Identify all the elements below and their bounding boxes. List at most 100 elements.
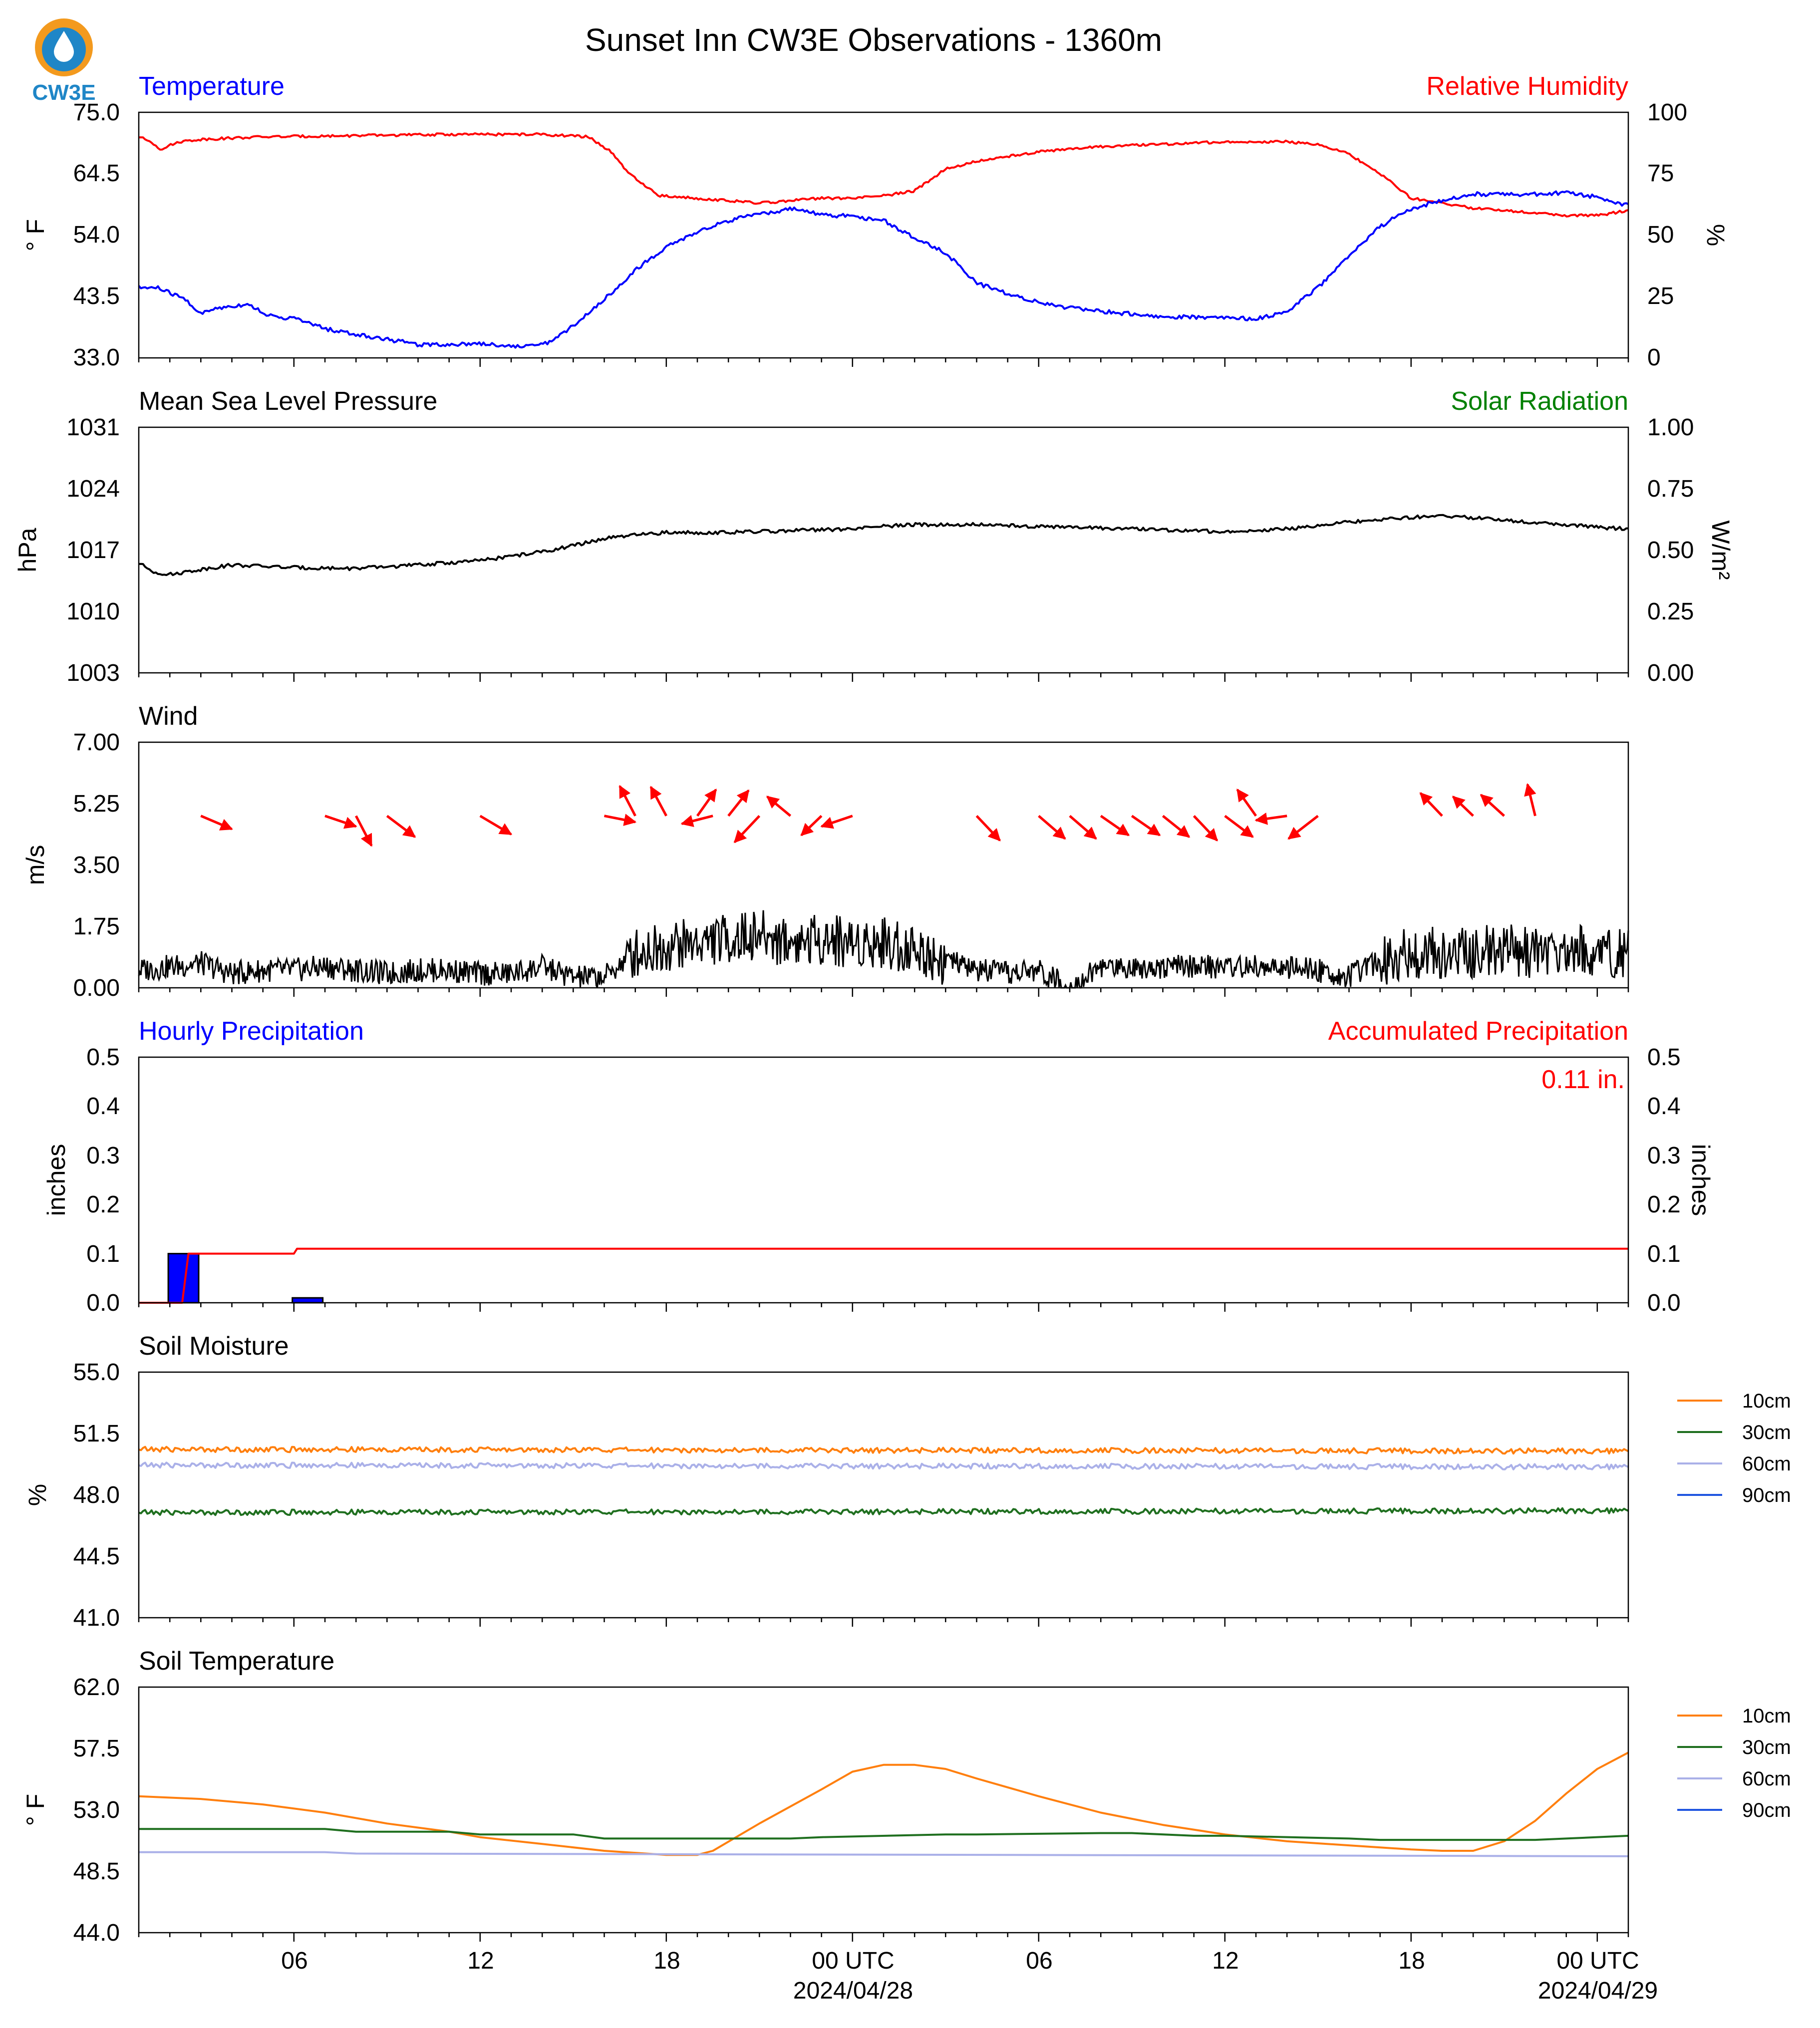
soil-moisture-tick: 41.0 — [73, 1605, 120, 1631]
soil-temp-tick: 48.5 — [73, 1858, 120, 1885]
wind-arrow — [800, 815, 823, 837]
figure-title: Sunset Inn CW3E Observations - 1360m — [585, 22, 1162, 58]
wind-arrow — [727, 789, 750, 817]
panel-pressure: Mean Sea Level Pressure Solar Radiation … — [13, 387, 1735, 686]
pressure-y-ticks: 1003 1010 1017 1024 1031 — [66, 414, 120, 686]
panel-frame — [138, 1371, 1629, 1619]
legend-label: 90cm — [1742, 1484, 1791, 1506]
precip-tick: 0.5 — [86, 1044, 120, 1071]
solar-title: Solar Radiation — [1451, 387, 1628, 416]
precip-tick: 0.2 — [86, 1191, 120, 1218]
temperature-line — [138, 190, 1629, 349]
accum-precip-unit-label: inches — [1687, 1144, 1715, 1216]
wind-tick: 5.25 — [73, 791, 120, 817]
hourly-precip-y-ticks: 0.0 0.1 0.2 0.3 0.4 0.5 — [86, 1044, 120, 1316]
soil-moisture-tick: 51.5 — [73, 1421, 120, 1447]
wind-arrow — [1452, 796, 1474, 817]
plot-area-wind — [138, 783, 1629, 989]
wind-arrow — [479, 815, 513, 836]
wind-title: Wind — [139, 702, 198, 731]
wind-arrow — [354, 815, 373, 847]
solar-y-ticks: 0.00 0.25 0.50 0.75 1.00 — [1647, 414, 1694, 686]
x-tick-label: 18 — [1398, 1948, 1425, 1974]
panel-frame — [138, 426, 1629, 674]
rh-unit-label: % — [1702, 224, 1730, 246]
wind-arrow — [1100, 815, 1130, 837]
hourly-precip-title: Hourly Precipitation — [139, 1017, 364, 1046]
solar-tick: 0.00 — [1647, 660, 1694, 686]
wind-y-ticks: 0.00 1.75 3.50 5.25 7.00 — [73, 729, 120, 1001]
panel-precip: Hourly Precipitation Accumulated Precipi… — [42, 1017, 1715, 1316]
soil-moisture-legend: 10cm 30cm 60cm 90cm — [1677, 1390, 1791, 1506]
x-tick-label: 06 — [281, 1948, 307, 1974]
wind-arrow — [1193, 815, 1218, 842]
soil-temp-legend: 10cm 30cm 60cm 90cm — [1677, 1705, 1791, 1821]
temp-unit-label: ° F — [21, 219, 49, 251]
legend-label: 60cm — [1742, 1768, 1791, 1790]
wind-unit-label: m/s — [21, 845, 49, 885]
pressure-tick: 1010 — [66, 598, 120, 625]
wind-tick: 1.75 — [73, 913, 120, 940]
wind-tick: 7.00 — [73, 729, 120, 756]
x-tick-label: 12 — [467, 1948, 494, 1974]
wind-arrow — [766, 795, 792, 817]
solar-tick: 0.75 — [1647, 476, 1694, 502]
precip-tick: 0.3 — [1647, 1143, 1681, 1169]
wind-arrow — [696, 788, 717, 817]
soil-temp-y-ticks: 44.0 48.5 53.0 57.5 62.0 — [73, 1674, 120, 1946]
pressure-line — [138, 514, 1629, 577]
soil-moisture-line-10cm — [138, 1446, 1629, 1455]
temp-tick: 54.0 — [73, 222, 120, 248]
wind-arrow — [1224, 815, 1254, 838]
temp-title: Temperature — [139, 72, 285, 101]
temp-tick: 64.5 — [73, 160, 120, 187]
wind-arrow — [1480, 794, 1505, 817]
soil-moisture-tick: 48.0 — [73, 1482, 120, 1508]
precip-tick: 0.0 — [86, 1290, 120, 1316]
plot-area-soil-temp — [138, 1751, 1629, 1857]
soil-moisture-line-60cm — [138, 1461, 1629, 1470]
precip-total-label: 0.11 in. — [1541, 1065, 1625, 1094]
panel-frame — [138, 1056, 1629, 1304]
wind-arrow — [1254, 812, 1287, 825]
precip-tick: 0.1 — [86, 1241, 120, 1267]
wind-speed-line — [138, 910, 1629, 989]
wind-arrow — [618, 785, 636, 817]
wind-arrow — [733, 815, 761, 844]
soil-temp-tick: 44.0 — [73, 1920, 120, 1946]
wind-arrow — [1069, 815, 1097, 840]
legend-label: 60cm — [1742, 1453, 1791, 1475]
wind-arrow — [1524, 783, 1536, 817]
wind-arrow — [1236, 788, 1257, 817]
panel-temp-rh: Temperature Relative Humidity ° F % 33.0… — [21, 72, 1730, 371]
soil-temp-line-60cm — [139, 1851, 1629, 1857]
logo-text: CW3E — [32, 80, 95, 105]
plot-area-soil-moisture — [138, 1446, 1629, 1516]
precip-tick: 0.2 — [1647, 1191, 1681, 1218]
pressure-tick: 1024 — [66, 476, 120, 502]
x-tick-label: 00 UTC — [812, 1948, 894, 1974]
temp-y-ticks: 33.0 43.5 54.0 64.5 75.0 — [73, 99, 120, 371]
wind-arrow — [200, 815, 233, 831]
cw3e-logo: CW3E — [32, 18, 96, 105]
soil-moisture-title: Soil Moisture — [139, 1332, 289, 1361]
solar-tick: 1.00 — [1647, 414, 1694, 441]
pressure-tick: 1003 — [66, 660, 120, 686]
x-date-label: 2024/04/29 — [1538, 1978, 1658, 2004]
solar-unit-label: W/m² — [1707, 520, 1735, 579]
accum-precip-title: Accumulated Precipitation — [1328, 1017, 1628, 1046]
plot-area-temp-rh — [138, 132, 1629, 349]
plot-area-pressure — [138, 514, 1629, 577]
accum-precip-y-ticks: 0.0 0.1 0.2 0.3 0.4 0.5 — [1647, 1044, 1681, 1316]
temp-tick: 43.5 — [73, 283, 120, 309]
panel-frame — [138, 111, 1629, 359]
rh-tick: 100 — [1647, 99, 1687, 126]
solar-tick: 0.50 — [1647, 537, 1694, 564]
pressure-title: Mean Sea Level Pressure — [139, 387, 437, 416]
legend-label: 30cm — [1742, 1737, 1791, 1758]
wind-arrow — [1419, 792, 1443, 817]
legend-label: 30cm — [1742, 1422, 1791, 1444]
panel-soil-temp: Soil Temperature ° F 44.0 48.5 53.0 57.5… — [21, 1647, 1791, 1946]
plot-area-precip — [139, 1247, 1628, 1304]
